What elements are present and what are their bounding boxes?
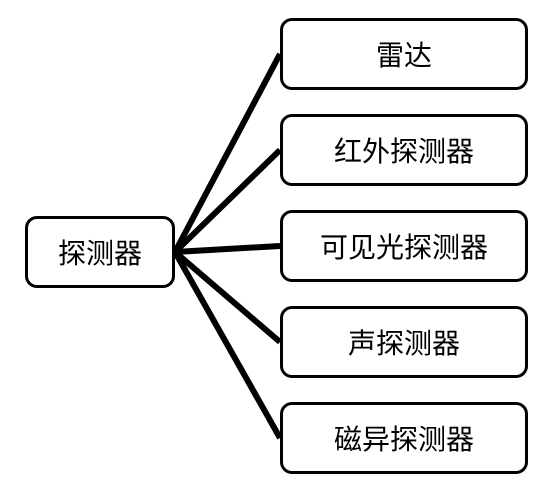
root-node: 探测器 [25, 216, 175, 288]
leaf-label: 红外探测器 [334, 130, 474, 170]
leaf-node: 磁异探测器 [280, 402, 528, 474]
leaf-node: 可见光探测器 [280, 210, 528, 282]
leaf-label: 可见光探测器 [320, 226, 488, 266]
leaf-label: 雷达 [376, 34, 432, 74]
leaf-node: 红外探测器 [280, 114, 528, 186]
leaf-node: 雷达 [280, 18, 528, 90]
leaf-label: 磁异探测器 [334, 418, 474, 458]
root-label: 探测器 [58, 232, 142, 272]
leaf-label: 声探测器 [348, 322, 460, 362]
leaf-node: 声探测器 [280, 306, 528, 378]
